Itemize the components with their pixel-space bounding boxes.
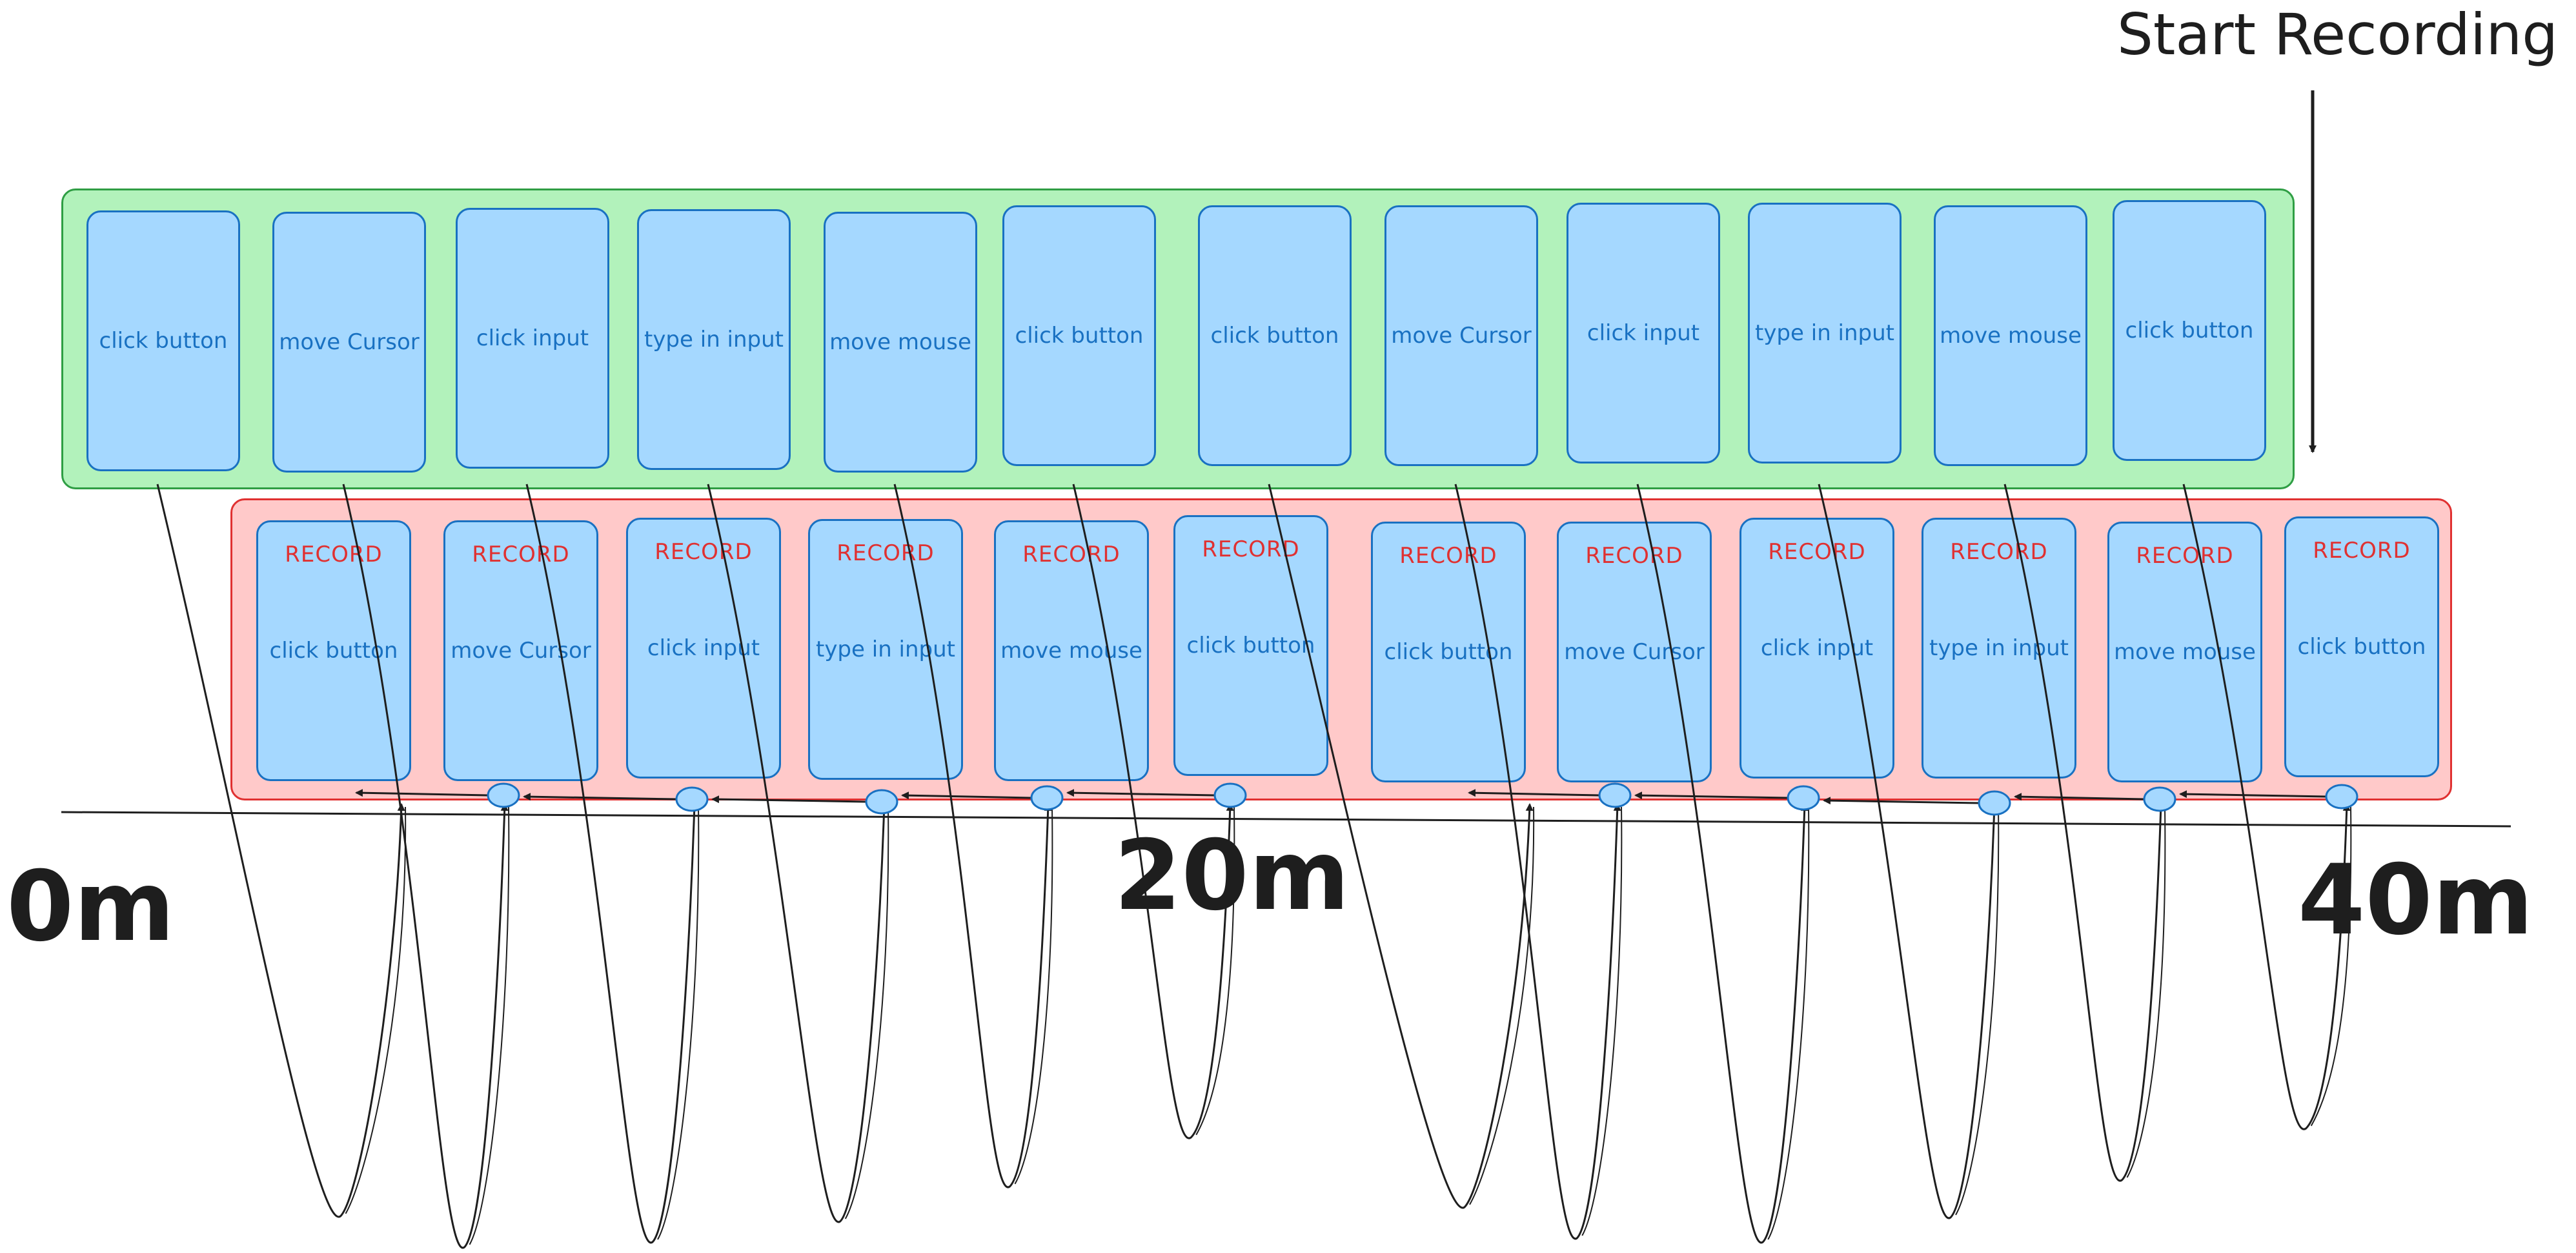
action-card-label: click button <box>1015 323 1144 349</box>
record-card-label: click input <box>647 635 760 661</box>
flow-arrow-8 <box>1823 797 1980 805</box>
action-card-8: move Cursor <box>1384 205 1538 466</box>
action-card-label: move Cursor <box>1391 323 1532 349</box>
record-tag: RECORD <box>1950 539 2048 565</box>
record-card-6: RECORD click button <box>1173 515 1328 776</box>
connector-return-10 <box>1955 806 2000 1216</box>
record-card-7: RECORD click button <box>1371 522 1526 782</box>
time-label-0m: 0m <box>6 851 175 963</box>
action-card-10: type in input <box>1748 203 1902 464</box>
action-card-label: click input <box>1587 320 1700 346</box>
record-tag: RECORD <box>472 542 570 567</box>
record-card-12: RECORD click button <box>2284 516 2439 777</box>
action-card-label: type in input <box>1754 320 1895 346</box>
action-card-11: move mouse <box>1934 205 2087 466</box>
record-tag: RECORD <box>1768 539 1866 565</box>
record-card-9: RECORD click input <box>1739 518 1894 779</box>
record-card-5: RECORD move mouse <box>994 520 1149 781</box>
record-card-8: RECORD move Cursor <box>1557 522 1712 782</box>
record-card-label: click button <box>1186 633 1315 658</box>
record-card-11: RECORD move mouse <box>2107 522 2262 782</box>
action-card-12: click button <box>2113 200 2266 461</box>
record-card-3: RECORD click input <box>626 518 781 779</box>
record-card-label: move mouse <box>2114 639 2256 665</box>
action-card-6: click button <box>1002 205 1156 466</box>
record-card-2: RECORD move Cursor <box>443 520 598 781</box>
action-card-label: click button <box>99 328 228 354</box>
action-card-5: move mouse <box>824 212 977 473</box>
record-card-label: move Cursor <box>1564 639 1705 665</box>
record-tag: RECORD <box>2313 538 2411 564</box>
time-label-40m: 40m <box>2298 844 2534 957</box>
record-card-label: move mouse <box>1000 638 1142 664</box>
action-card-1: click button <box>86 210 240 471</box>
action-card-label: click button <box>1210 323 1339 349</box>
action-card-label: move mouse <box>1940 323 2082 349</box>
record-card-label: click button <box>2297 634 2426 660</box>
action-card-4: type in input <box>637 209 791 470</box>
record-card-1: RECORD click button <box>256 520 411 781</box>
record-card-label: move Cursor <box>451 638 591 664</box>
connector-return-4 <box>844 806 889 1219</box>
record-card-label: type in input <box>1929 635 2069 661</box>
connector-return-3 <box>657 806 700 1240</box>
connector-return-9 <box>1767 806 1810 1240</box>
record-tag: RECORD <box>1399 543 1497 569</box>
action-card-2: move Cursor <box>272 212 426 473</box>
action-card-label: move Cursor <box>279 329 420 355</box>
action-card-label: click input <box>476 325 589 351</box>
action-card-7: click button <box>1198 205 1352 466</box>
record-card-label: click button <box>1384 639 1513 665</box>
record-tag: RECORD <box>1585 543 1683 569</box>
connector-return-7 <box>1469 806 1535 1205</box>
action-card-9: click input <box>1567 203 1720 464</box>
connector-return-8 <box>1581 806 1623 1236</box>
record-card-label: click button <box>269 638 398 664</box>
record-tag: RECORD <box>2136 543 2234 569</box>
action-card-label: move mouse <box>829 329 971 355</box>
action-card-label: click button <box>2125 318 2254 343</box>
connector-return-11 <box>2126 806 2166 1178</box>
connector-return-1 <box>345 806 407 1214</box>
record-tag: RECORD <box>654 539 753 565</box>
record-card-4: RECORD type in input <box>808 519 963 780</box>
time-label-20m: 20m <box>1114 820 1350 932</box>
record-card-label: click input <box>1760 635 1874 661</box>
action-card-label: type in input <box>644 327 784 352</box>
record-card-label: type in input <box>815 637 956 662</box>
record-card-10: RECORD type in input <box>1922 518 2076 779</box>
record-tag: RECORD <box>1022 542 1121 567</box>
record-tag: RECORD <box>837 540 935 566</box>
connector-return-5 <box>1014 806 1053 1185</box>
action-card-3: click input <box>456 208 609 469</box>
action-stream-container <box>61 188 2295 489</box>
start-recording-label: Start Recording <box>2117 1 2559 68</box>
record-tag: RECORD <box>1202 536 1300 562</box>
connector-return-2 <box>469 806 510 1245</box>
record-tag: RECORD <box>285 542 383 567</box>
